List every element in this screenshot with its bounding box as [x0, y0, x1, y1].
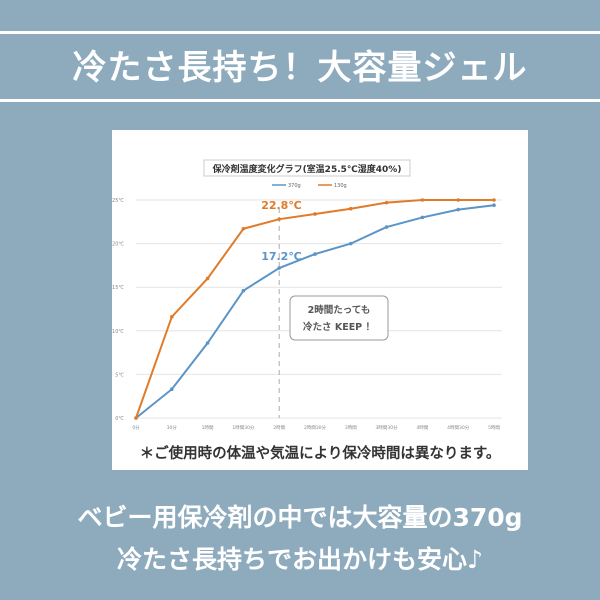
data-point-130g	[134, 416, 138, 420]
x-tick-label: 5時間	[488, 425, 500, 431]
chart-title-box	[203, 159, 411, 177]
callout-line-2: 冷たさ KEEP ！	[303, 321, 375, 333]
x-tick-label: 3時間30分	[376, 424, 399, 431]
temperature-chart: 保冷剤温度変化グラフ(室温25.5℃湿度40%) 370g 130g 0℃ 5℃ 10℃ 1…	[112, 159, 502, 431]
x-tick-label: 4時間	[416, 425, 428, 431]
x-tick-label: 3時間	[345, 425, 357, 431]
data-point-130g	[492, 198, 496, 202]
y-tick-label: 20℃	[112, 242, 124, 248]
headline-2: 冷たさ長持ちでお出かけも安心♪	[117, 545, 483, 574]
data-point-370g	[420, 215, 425, 220]
x-tick-label: 2時間30分	[304, 424, 327, 431]
x-tick-label: 1時間30分	[232, 424, 255, 431]
y-tick-label: 25℃	[112, 198, 124, 204]
data-point-130g	[170, 315, 174, 319]
x-tick-label: 1時間	[202, 425, 214, 431]
data-point-370g	[205, 341, 210, 345]
x-tick-label: 30分	[167, 424, 178, 431]
data-point-130g	[349, 206, 353, 211]
data-point-370g	[492, 203, 496, 208]
data-point-130g	[313, 212, 317, 216]
data-point-370g	[170, 387, 174, 392]
chart-title: 保冷剤温度変化グラフ(室温25.5℃湿度40%)	[212, 163, 402, 175]
title-divider	[0, 99, 600, 102]
y-tick-label: 0℃	[115, 416, 124, 422]
callout-line-1: 2時間たっても	[308, 304, 371, 316]
data-point-130g	[456, 198, 461, 202]
usage-note: ＊ご使用時の体温や気温により保冷時間は異なります。	[139, 446, 501, 462]
x-tick-label: 4時間30分	[447, 424, 470, 431]
data-point-370g	[384, 225, 389, 229]
chart-panel: 保冷剤温度変化グラフ(室温25.5℃湿度40%) 370g 130g 0℃ 5℃ 10℃ 1…	[112, 130, 528, 470]
data-point-130g	[205, 276, 210, 281]
legend-label: 130g	[334, 183, 347, 189]
data-point-130g	[277, 217, 281, 221]
annotation-130g: 22.8℃	[261, 199, 301, 212]
headline-1: ベビー用保冷剤の中では大容量の370g	[77, 503, 523, 532]
x-tick-label: 2時間	[273, 425, 285, 431]
y-tick-label: 15℃	[112, 285, 124, 291]
x-tick-label: 0分	[132, 424, 140, 431]
data-point-370g	[313, 252, 317, 256]
data-point-370g	[277, 266, 281, 270]
page-title: 冷たさ長持ち！大容量ジェル	[72, 48, 528, 88]
legend-label: 370g	[288, 183, 301, 189]
callout-box	[289, 295, 389, 341]
data-point-370g	[349, 241, 353, 246]
data-point-130g	[241, 226, 246, 231]
y-tick-label: 5℃	[115, 372, 124, 378]
y-tick-label: 10℃	[112, 329, 124, 335]
data-point-130g	[420, 198, 425, 202]
top-divider	[0, 31, 600, 34]
data-point-130g	[384, 200, 389, 205]
data-point-370g	[456, 207, 461, 212]
data-point-370g	[241, 288, 246, 293]
annotation-370g: 17.2℃	[261, 250, 301, 263]
